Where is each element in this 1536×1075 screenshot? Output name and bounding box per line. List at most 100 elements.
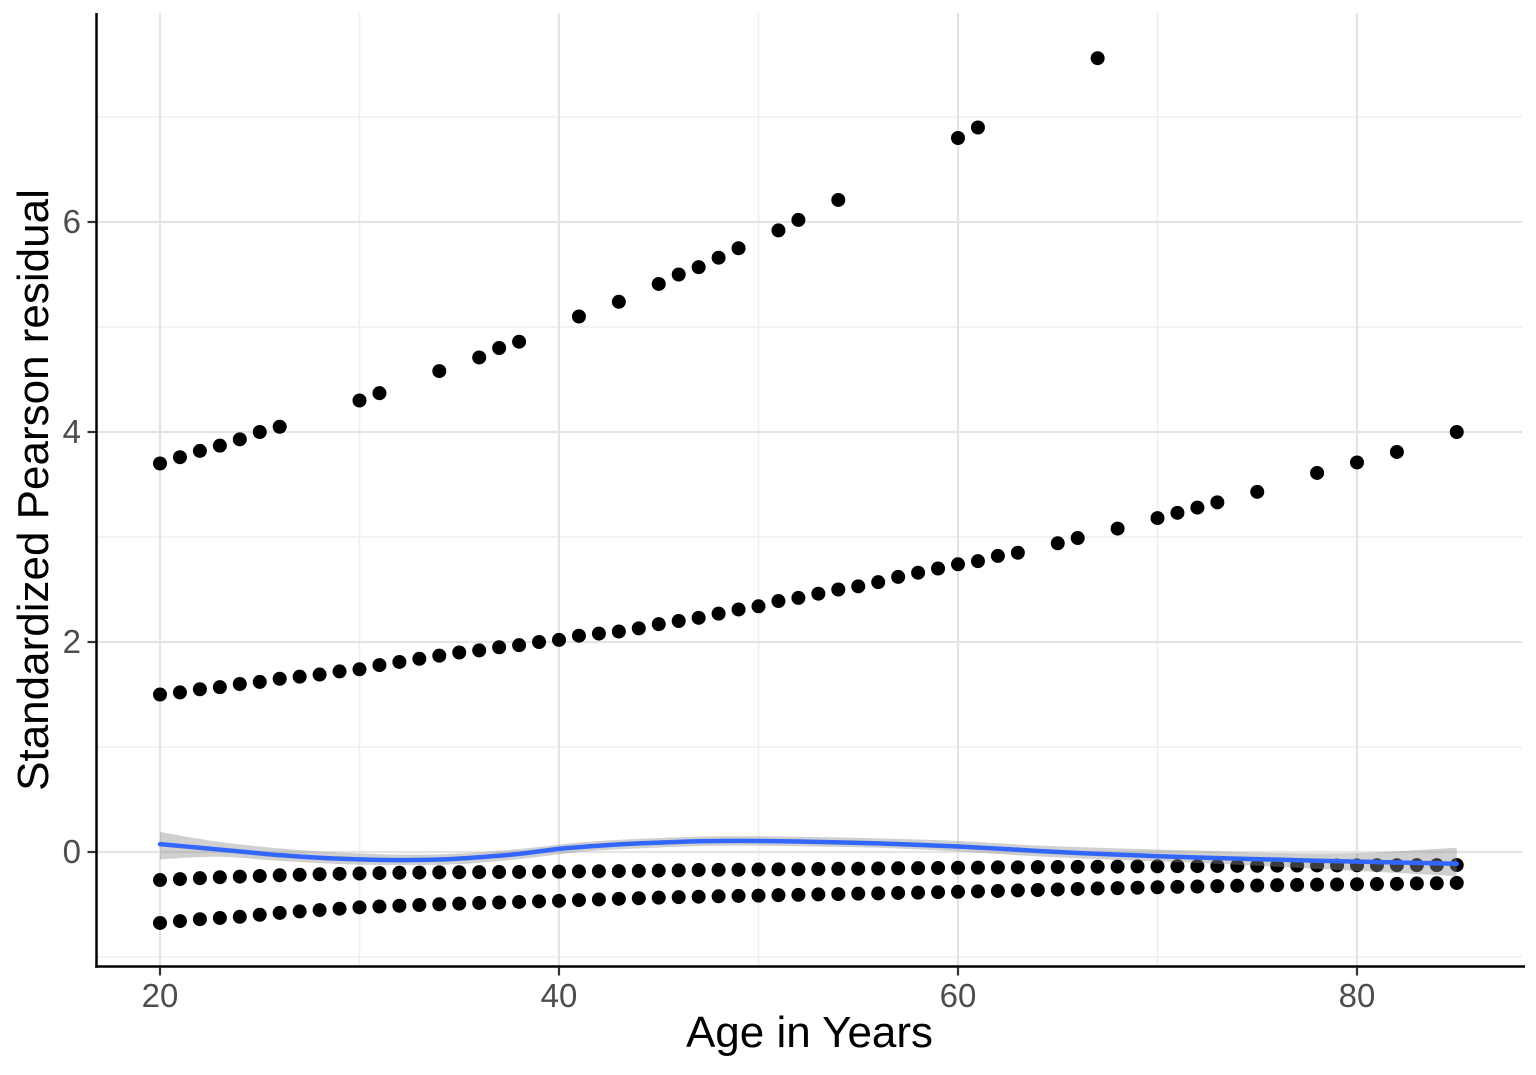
data-point xyxy=(1310,877,1325,892)
data-point xyxy=(272,671,287,686)
data-point xyxy=(1230,878,1245,893)
data-point xyxy=(1210,858,1225,873)
data-point xyxy=(352,393,367,408)
data-point xyxy=(1409,876,1424,891)
data-point xyxy=(492,895,507,910)
data-point xyxy=(631,621,646,636)
data-point xyxy=(532,635,547,649)
data-point xyxy=(272,868,287,883)
data-point xyxy=(372,658,387,673)
data-point xyxy=(212,438,227,453)
data-point xyxy=(831,861,846,876)
data-point xyxy=(731,602,746,617)
data-point xyxy=(1110,881,1125,896)
data-point xyxy=(990,860,1005,875)
data-point xyxy=(1130,859,1145,874)
data-point xyxy=(631,863,646,878)
data-point xyxy=(252,907,267,922)
data-point xyxy=(1150,511,1165,526)
data-point xyxy=(831,887,846,902)
data-point xyxy=(1170,879,1185,894)
data-point xyxy=(691,260,706,275)
data-point xyxy=(1170,859,1185,874)
data-point xyxy=(1070,881,1085,896)
data-point xyxy=(970,884,985,899)
data-point xyxy=(811,586,826,601)
data-point xyxy=(691,863,706,878)
data-point xyxy=(1070,531,1085,546)
data-point xyxy=(432,897,447,912)
data-point xyxy=(591,864,606,879)
data-point xyxy=(212,680,227,695)
data-point xyxy=(811,887,826,902)
data-point xyxy=(851,579,866,594)
data-point xyxy=(172,872,187,887)
data-point xyxy=(931,860,946,875)
data-point xyxy=(671,267,686,282)
data-point xyxy=(1050,860,1065,875)
data-point xyxy=(691,610,706,625)
data-point xyxy=(232,869,247,884)
data-point xyxy=(871,575,886,590)
data-point xyxy=(1190,879,1205,894)
data-point xyxy=(312,903,327,918)
data-point xyxy=(651,276,666,291)
y-tick-label-4: 4 xyxy=(62,413,81,450)
data-point xyxy=(1449,425,1464,439)
data-point xyxy=(851,886,866,901)
x-axis-title: Age in Years xyxy=(685,1008,934,1057)
data-point xyxy=(452,896,467,911)
data-point xyxy=(552,864,566,879)
data-point xyxy=(172,914,187,929)
data-point xyxy=(352,866,367,881)
data-point xyxy=(1110,521,1125,536)
data-point xyxy=(532,864,547,879)
data-point xyxy=(532,894,547,909)
data-point xyxy=(192,871,207,886)
y-tick-label-6: 6 xyxy=(62,203,81,240)
data-point xyxy=(1090,881,1105,896)
data-point xyxy=(312,867,327,882)
data-point xyxy=(252,674,267,689)
data-point xyxy=(1250,858,1265,873)
data-point xyxy=(372,866,387,881)
data-point xyxy=(990,883,1005,898)
data-point xyxy=(192,443,207,458)
data-point xyxy=(412,651,427,666)
data-point xyxy=(1270,858,1285,873)
data-point xyxy=(272,905,287,920)
data-point xyxy=(671,890,686,905)
data-point xyxy=(771,594,786,609)
data-point xyxy=(1030,883,1045,898)
data-point xyxy=(1330,877,1345,892)
data-point xyxy=(751,888,766,903)
data-point xyxy=(651,863,666,878)
data-point xyxy=(671,614,686,628)
data-point xyxy=(1210,879,1225,894)
data-point xyxy=(492,341,507,355)
smooth-line xyxy=(157,838,1459,867)
data-point xyxy=(472,350,487,365)
data-point xyxy=(1210,495,1225,510)
data-point xyxy=(512,894,527,909)
data-point xyxy=(552,632,566,647)
data-point xyxy=(851,861,866,876)
data-point xyxy=(1010,883,1025,898)
data-point xyxy=(1250,484,1265,499)
data-point xyxy=(571,628,586,643)
data-point xyxy=(172,450,187,465)
data-point xyxy=(1010,545,1025,560)
data-point xyxy=(153,687,167,702)
data-point xyxy=(651,617,666,632)
data-point xyxy=(392,898,407,913)
data-point xyxy=(931,561,946,576)
data-point xyxy=(791,862,806,877)
data-point xyxy=(1090,51,1105,66)
data-point xyxy=(512,864,527,879)
data-point xyxy=(1170,505,1185,520)
data-point xyxy=(791,590,806,605)
data-point xyxy=(1369,877,1384,892)
data-point xyxy=(1230,858,1245,873)
y-tick-label-0: 0 xyxy=(62,833,81,870)
